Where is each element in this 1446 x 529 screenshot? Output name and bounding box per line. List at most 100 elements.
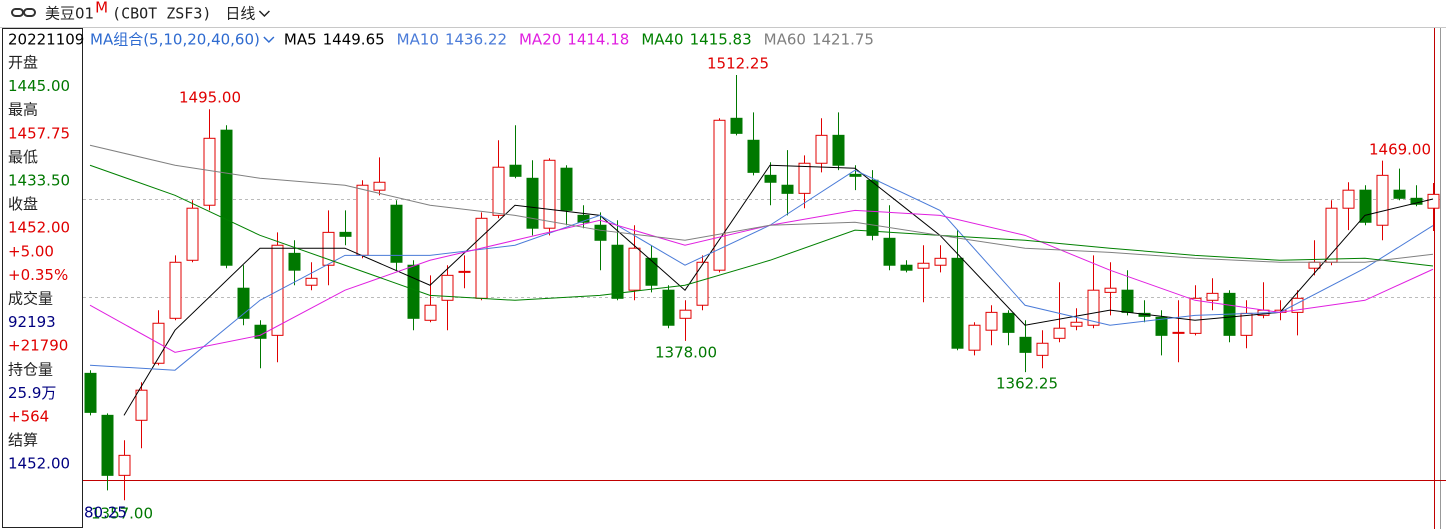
- candle-body: [1155, 316, 1168, 336]
- candle-body: [169, 261, 182, 319]
- candle-body: [1376, 174, 1389, 226]
- info-value: 1452.00: [8, 219, 70, 237]
- symbol: 美豆01: [45, 5, 94, 23]
- legend-value: 1449.65: [323, 31, 385, 49]
- candle-body: [1053, 327, 1066, 339]
- candle-body: [560, 167, 573, 211]
- info-label: 收盘: [8, 195, 38, 213]
- candle-body: [594, 224, 607, 241]
- candle-body: [441, 274, 454, 301]
- candle-body: [1342, 189, 1355, 209]
- candle-body: [764, 174, 777, 183]
- candle-body: [747, 139, 760, 173]
- candle-body: [900, 264, 913, 271]
- candle-body: [1121, 289, 1134, 313]
- info-value: +5.00: [8, 242, 54, 260]
- candle-body: [849, 173, 862, 177]
- candle-body: [1087, 289, 1100, 326]
- candle-body: [934, 257, 947, 266]
- candle-body: [237, 287, 250, 319]
- info-value: 1457.75: [8, 124, 70, 142]
- candle-body: [917, 262, 930, 269]
- candle-body: [662, 289, 675, 326]
- legend-name: MA10: [397, 31, 439, 49]
- candle-body: [322, 231, 335, 266]
- info-label: 持仓量: [8, 360, 53, 378]
- candle-body: [628, 247, 641, 291]
- info-value: 1433.50: [8, 172, 70, 190]
- legend-value: 1436.22: [445, 31, 507, 49]
- candle-body: [1036, 342, 1049, 356]
- ma-line: [123, 164, 1434, 416]
- price-annotation: 1362.25: [996, 375, 1058, 393]
- legend-value: 1415.83: [690, 31, 752, 49]
- candle-body: [815, 134, 828, 164]
- candle-body: [1002, 312, 1015, 333]
- price-annotation: 1378.00: [655, 344, 717, 362]
- candle-body: [951, 257, 964, 349]
- candle-body: [1393, 189, 1406, 199]
- candle-body: [407, 264, 420, 319]
- candle-body: [390, 204, 403, 263]
- legend-value: 1421.75: [812, 31, 874, 49]
- info-value: +0.35%: [8, 266, 68, 284]
- legend-chevron: [263, 36, 275, 44]
- candle-body: [220, 129, 233, 266]
- candle-body: [985, 311, 998, 331]
- legend-name: MA40: [641, 31, 683, 49]
- lower-pane-label: 80.25: [84, 504, 127, 522]
- period-selector[interactable]: 日线: [225, 5, 255, 23]
- candle-body: [713, 119, 726, 271]
- candle-body: [492, 166, 505, 216]
- candle-body: [696, 261, 709, 306]
- candle-body: [305, 277, 318, 286]
- candle-body: [866, 179, 879, 236]
- candle-body: [475, 217, 488, 299]
- symbol-marker: M: [95, 0, 108, 17]
- candle-body: [1206, 292, 1219, 301]
- candle-body: [611, 244, 624, 299]
- candle-body: [832, 134, 845, 166]
- info-value: 1445.00: [8, 77, 70, 95]
- price-annotation: 1357.00: [91, 505, 153, 523]
- info-value: +21790: [8, 337, 68, 355]
- candle-body: [1070, 321, 1083, 327]
- legend-name: MA5: [284, 31, 317, 49]
- candle-body: [1104, 287, 1117, 293]
- info-panel-border: [2, 28, 83, 528]
- info-value: 25.9万: [8, 384, 56, 402]
- info-label: 结算: [8, 431, 38, 449]
- candle-body: [526, 177, 539, 229]
- info-value: 1452.00: [8, 455, 70, 473]
- candle-body: [356, 184, 369, 256]
- legend-title[interactable]: MA组合(5,10,20,40,60): [90, 31, 260, 49]
- info-label: 最高: [8, 101, 38, 119]
- candle-body: [271, 244, 284, 336]
- info-date: 20221109: [8, 31, 84, 49]
- candle-body: [203, 137, 216, 206]
- info-label: 开盘: [8, 54, 38, 72]
- price-annotation: 1469.00: [1369, 141, 1431, 159]
- ma-line: [89, 164, 1434, 301]
- legend-name: MA20: [519, 31, 561, 49]
- candle-body: [288, 252, 301, 271]
- candle-body: [1308, 261, 1321, 269]
- candle-body: [339, 231, 352, 237]
- candle-body: [118, 454, 131, 476]
- info-value: +564: [8, 408, 49, 426]
- contract-code: (CBOT ZSF3): [112, 5, 211, 23]
- candle-body: [1427, 193, 1440, 209]
- candle-body: [798, 162, 811, 194]
- candle-body: [509, 164, 522, 177]
- link-icon-right: [23, 8, 36, 17]
- candle-body: [1019, 336, 1032, 353]
- candle-body: [186, 207, 199, 261]
- info-value: 92193: [8, 313, 56, 331]
- link-icon[interactable]: [11, 8, 36, 17]
- candle-body: [730, 117, 743, 134]
- candle-body: [1172, 331, 1185, 334]
- candle-body: [781, 184, 794, 194]
- period-chevron: [258, 10, 270, 18]
- candle-body: [135, 389, 148, 421]
- legend-value: 1414.18: [567, 31, 629, 49]
